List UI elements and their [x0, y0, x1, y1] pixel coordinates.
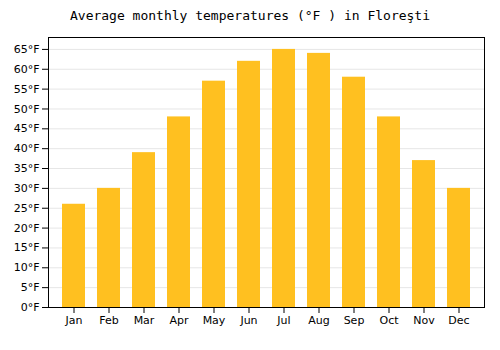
svg-text:Nov: Nov	[413, 314, 435, 327]
svg-text:20°F: 20°F	[14, 222, 40, 235]
svg-text:50°F: 50°F	[14, 102, 40, 115]
svg-text:Jan: Jan	[65, 314, 83, 327]
svg-text:Sep: Sep	[344, 314, 365, 327]
svg-text:30°F: 30°F	[14, 182, 40, 195]
svg-text:5°F: 5°F	[21, 281, 40, 294]
svg-text:55°F: 55°F	[14, 83, 40, 96]
svg-text:40°F: 40°F	[14, 142, 40, 155]
svg-text:60°F: 60°F	[14, 63, 40, 76]
svg-text:15°F: 15°F	[14, 241, 40, 254]
svg-text:Aug: Aug	[308, 314, 329, 327]
svg-text:Jun: Jun	[239, 314, 257, 327]
svg-text:May: May	[203, 314, 226, 327]
svg-text:0°F: 0°F	[21, 301, 40, 314]
svg-text:Oct: Oct	[379, 314, 399, 327]
svg-text:Jul: Jul	[276, 314, 290, 327]
svg-text:Mar: Mar	[134, 314, 155, 327]
svg-text:10°F: 10°F	[14, 261, 40, 274]
svg-text:Feb: Feb	[99, 314, 118, 327]
svg-text:35°F: 35°F	[14, 162, 40, 175]
svg-text:25°F: 25°F	[14, 202, 40, 215]
svg-text:Dec: Dec	[448, 314, 469, 327]
svg-text:Apr: Apr	[169, 314, 189, 327]
html-text:Average monthly temperatures (: Average monthly temperatures (°F ) in Fl…	[70, 8, 430, 23]
svg-text:45°F: 45°F	[14, 122, 40, 135]
svg-text:65°F: 65°F	[14, 43, 40, 56]
